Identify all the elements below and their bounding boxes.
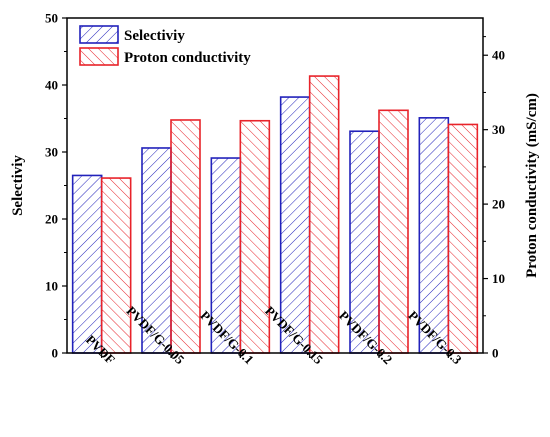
bar-proton-conductivity: [170, 119, 201, 354]
y-tick-label-left: 20: [45, 212, 58, 227]
bar-proton-conductivity: [100, 177, 132, 354]
bar-proton-conductivity: [308, 75, 340, 354]
legend-label-proton-conductivity: Proton conductivity: [124, 50, 251, 66]
y-tick-label-right: 20: [492, 197, 505, 212]
y-tick-label-right: 30: [492, 122, 505, 137]
bars-layer: [71, 75, 479, 354]
y-tick-label-right: 0: [492, 346, 499, 361]
y-axis-title-right: Proton conductivity (mS/cm): [524, 93, 540, 278]
y-tick-label-left: 10: [45, 279, 58, 294]
y-tick-label-left: 50: [45, 11, 58, 26]
legend-label-selectivity: Selectiviy: [124, 28, 185, 44]
bar-proton-conductivity: [447, 123, 479, 354]
y-tick-label-left: 0: [52, 346, 59, 361]
y-tick-label-left: 30: [45, 145, 58, 160]
legend-swatch-proton-conductivity: [79, 47, 119, 66]
y-tick-label-right: 10: [492, 271, 505, 286]
y-tick-label-left: 40: [45, 78, 58, 93]
y-axis-title-left: Selectiviy: [10, 155, 26, 216]
y-tick-label-right: 40: [492, 48, 505, 63]
bar-selectivity: [71, 174, 103, 354]
legend-swatch-selectivity: [79, 25, 119, 44]
bar-proton-conductivity: [239, 119, 271, 354]
legend: Selectiviy Proton conductivity: [79, 25, 251, 66]
bar-proton-conductivity: [378, 109, 409, 354]
